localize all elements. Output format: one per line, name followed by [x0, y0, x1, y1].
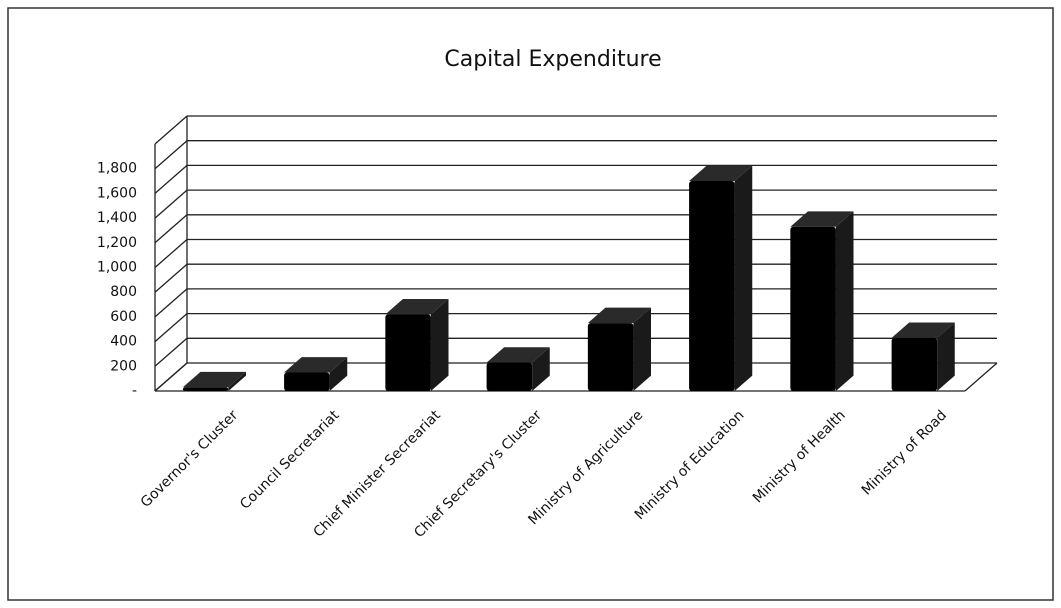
bar-top [182, 371, 247, 388]
x-tick-label: Council Secretariat [237, 407, 343, 513]
x-tick-label: Ministry of Road [859, 407, 950, 498]
bar-side [430, 299, 449, 391]
bar [891, 337, 938, 391]
y-tick-label: 1,400 [97, 210, 137, 226]
bar-side [734, 165, 753, 391]
bar [790, 226, 836, 391]
x-tick-label: Governor's Cluster [138, 407, 242, 511]
grid-line-side [154, 362, 188, 392]
grid-line-side [154, 288, 188, 318]
bar-top [790, 211, 854, 227]
grid-line-side [154, 239, 188, 268]
bar [385, 314, 431, 391]
x-tick-label: Ministry of Education [632, 407, 748, 523]
bar [486, 362, 533, 391]
bar-side [329, 357, 348, 391]
bar-top [385, 299, 449, 315]
grid-line-side [154, 140, 188, 170]
grid-line-side [154, 337, 188, 367]
y-tick-label: 1,600 [97, 185, 137, 201]
bar [587, 323, 634, 391]
y-tick-label: 1,200 [97, 235, 137, 251]
grid-line-side [154, 313, 188, 343]
y-tick-label: 600 [110, 309, 137, 325]
bar-top [891, 322, 955, 338]
grid-line-side [154, 214, 188, 244]
y-tick-label: - [132, 383, 137, 399]
x-tick-label: Ministry of Health [750, 407, 849, 506]
bar-top [284, 357, 348, 373]
bar-top [689, 165, 753, 182]
y-tick-label: 400 [110, 334, 137, 350]
bar-side [532, 347, 550, 391]
grid-line-side [154, 189, 188, 219]
y-tick-label: 800 [110, 284, 137, 300]
y-tick-label: 200 [110, 358, 137, 374]
x-tick-label: Ministry of Agriculture [525, 407, 646, 528]
left-wall-top [154, 115, 188, 145]
grid-line-side [154, 263, 188, 293]
y-tick-label: 1,800 [97, 161, 137, 177]
bar-side [937, 322, 955, 391]
chart-title: Capital Expenditure [444, 47, 661, 72]
floor-right [964, 362, 998, 392]
y-tick-label: 1,000 [97, 260, 137, 276]
bar [284, 372, 330, 391]
grid-line-side [154, 164, 188, 194]
bar-top [486, 347, 550, 363]
bar [182, 387, 229, 391]
bar-side [633, 307, 652, 391]
bar-side [228, 371, 247, 391]
bar-side [835, 211, 854, 391]
bar-top [587, 307, 652, 324]
chart-border [7, 7, 1054, 601]
bar [689, 181, 735, 391]
